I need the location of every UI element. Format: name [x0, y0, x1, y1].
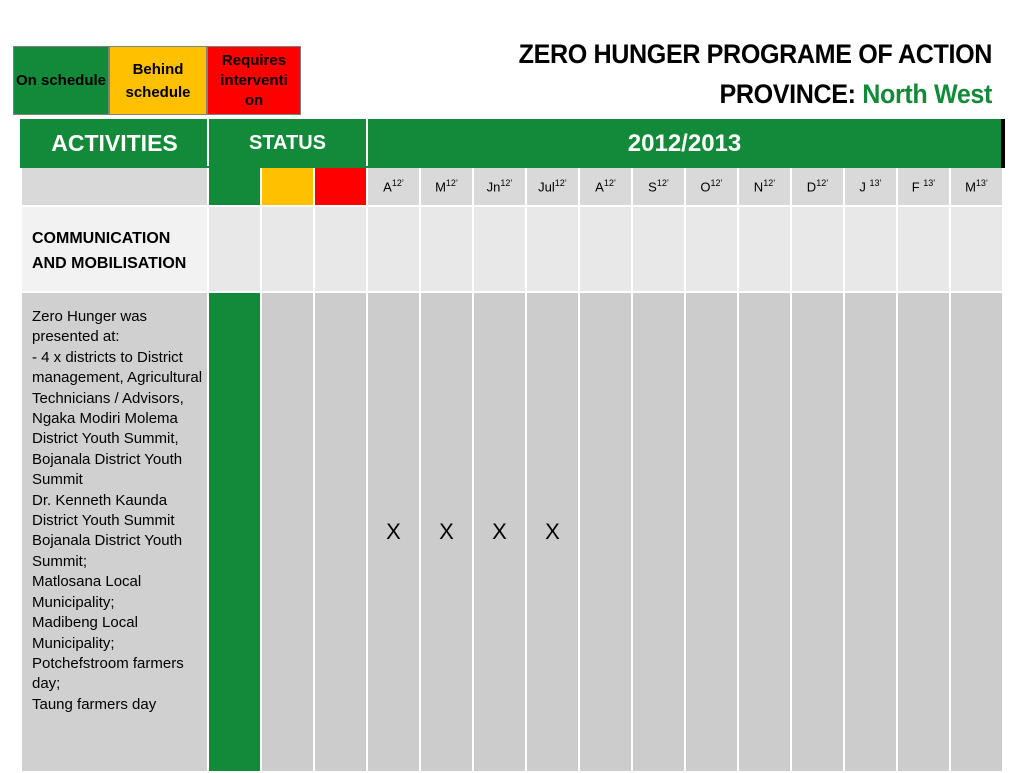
empty-cell: [843, 205, 898, 293]
month-header-cell: J 13’: [843, 166, 898, 207]
month-label: S: [648, 179, 657, 195]
empty-cell: [207, 205, 262, 293]
month-year: 12’: [763, 178, 776, 189]
title-line-1: ZERO HUNGER PROGRAME OF ACTION: [518, 39, 993, 69]
empty-cell: [472, 205, 527, 293]
activity-line: Zero Hunger was presented at:: [32, 308, 148, 346]
month-row: A12’ M12’ Jn12’ Jul12’ A12’ S12’ O12’ N12’ D12’ J…: [20, 166, 1005, 207]
month-mark-cell: [737, 291, 792, 773]
empty-cell: [366, 205, 421, 293]
activity-line: Madibeng Local Municipality;: [32, 614, 138, 652]
month-mark-cell: [578, 291, 633, 773]
month-header-cell: M12’: [419, 166, 474, 207]
month-year: 12’: [710, 178, 723, 189]
activity-line: Bojanala District Youth Summit: [32, 450, 183, 489]
empty-cell: [790, 205, 845, 293]
month-mark-cell: [948, 291, 1005, 773]
month-header-cell: A12’: [366, 166, 421, 207]
title-line-2: PROVINCE: North West: [519, 74, 992, 114]
month-header-cell: Jul12’: [525, 166, 580, 207]
empty-cell: [525, 205, 580, 293]
action-table: ACTIVITIES STATUS 2012/2013 A12’ M12’ Jn12…: [20, 119, 1006, 773]
month-label: N: [753, 179, 764, 195]
month-year: 12’: [554, 178, 567, 189]
status-green-swatch: [207, 166, 262, 207]
month-label: O: [700, 179, 711, 195]
activity-line: Potchefstroom farmers day;: [32, 654, 184, 693]
status-red-swatch: [313, 166, 368, 207]
month-year: 12’: [656, 178, 669, 189]
month-year: 12’: [816, 178, 829, 189]
empty-cell: [737, 205, 792, 293]
month-header-cell: M13’: [948, 166, 1005, 207]
empty-cell: [578, 205, 633, 293]
month-year: 13’: [869, 178, 882, 189]
month-mark-cell: [896, 291, 951, 773]
month-header-cell: Jn12’: [472, 166, 527, 207]
month-label: F: [911, 179, 924, 195]
empty-cell: [684, 205, 739, 293]
month-mark-cell: [631, 291, 686, 773]
period-header: 2012/2013: [365, 119, 1006, 168]
empty-cell: [260, 205, 315, 293]
legend-requires-intervention: Requires interventi on: [207, 46, 301, 115]
month-header-cell: A12’: [578, 166, 633, 207]
header-row: ACTIVITIES STATUS 2012/2013: [20, 119, 1006, 168]
empty-cell: [896, 205, 951, 293]
month-mark-cell: X: [419, 291, 474, 773]
month-label: A: [595, 179, 604, 195]
month-header-cell: D12’: [790, 166, 845, 207]
month-mark-cell: X: [366, 291, 421, 773]
month-label: M: [435, 179, 446, 195]
activity-line: Taung farmers day: [32, 695, 157, 713]
empty-cell: [313, 205, 368, 293]
section-row: COMMUNICATION AND MOBILISATION: [20, 205, 1005, 293]
activity-line: Bojanala District Youth Summit;: [32, 532, 183, 570]
month-label: M: [965, 179, 976, 195]
month-label: A: [383, 179, 392, 195]
month-year: 12’: [391, 178, 404, 189]
month-year: 12’: [500, 178, 513, 189]
status-requires-cell: [313, 291, 368, 773]
month-year: 13’: [923, 178, 936, 189]
month-label: J: [859, 179, 870, 195]
month-header-cell: F 13’: [896, 166, 951, 207]
legend-behind-schedule: Behind schedule: [109, 46, 207, 115]
month-header-cell: S12’: [631, 166, 686, 207]
activities-header: ACTIVITIES: [20, 119, 209, 168]
empty-cell: [948, 205, 1005, 293]
status-behind-cell: [260, 291, 315, 773]
month-mark-cell: [843, 291, 898, 773]
status-header: STATUS: [207, 119, 368, 168]
activity-line: Dr. Kenneth Kaunda District Youth Summit: [32, 491, 175, 530]
legend-on-schedule: On schedule: [13, 46, 109, 115]
month-mark-cell: X: [472, 291, 527, 773]
month-header-cell: N12’: [737, 166, 792, 207]
month-label: Jul: [538, 179, 555, 195]
section-title: COMMUNICATION AND MOBILISATION: [20, 205, 209, 293]
slide-title: ZERO HUNGER PROGRAME OF ACTION PROVINCE:…: [518, 34, 993, 114]
activity-line: - 4 x districts to District management, …: [32, 348, 203, 448]
month-label: D: [806, 179, 817, 195]
month-year: 13’: [975, 178, 988, 189]
activity-line: Matlosana Local Municipality;: [32, 573, 142, 611]
activity-description: Zero Hunger was presented at: - 4 x distr…: [20, 291, 209, 773]
month-mark-cell: [684, 291, 739, 773]
status-yellow-swatch: [260, 166, 315, 207]
month-label: Jn: [486, 179, 501, 195]
month-mark-cell: X: [525, 291, 580, 773]
activity-row: Zero Hunger was presented at: - 4 x distr…: [20, 291, 1005, 773]
month-year: 12’: [603, 178, 616, 189]
status-on-schedule-cell: [207, 291, 262, 773]
month-header-cell: O12’: [684, 166, 739, 207]
month-year: 12’: [445, 178, 458, 189]
month-mark-cell: [790, 291, 845, 773]
empty-cell: [419, 205, 474, 293]
province-label: PROVINCE:: [719, 79, 856, 109]
blank-cell: [20, 166, 209, 207]
province-name: North West: [862, 79, 992, 109]
empty-cell: [631, 205, 686, 293]
